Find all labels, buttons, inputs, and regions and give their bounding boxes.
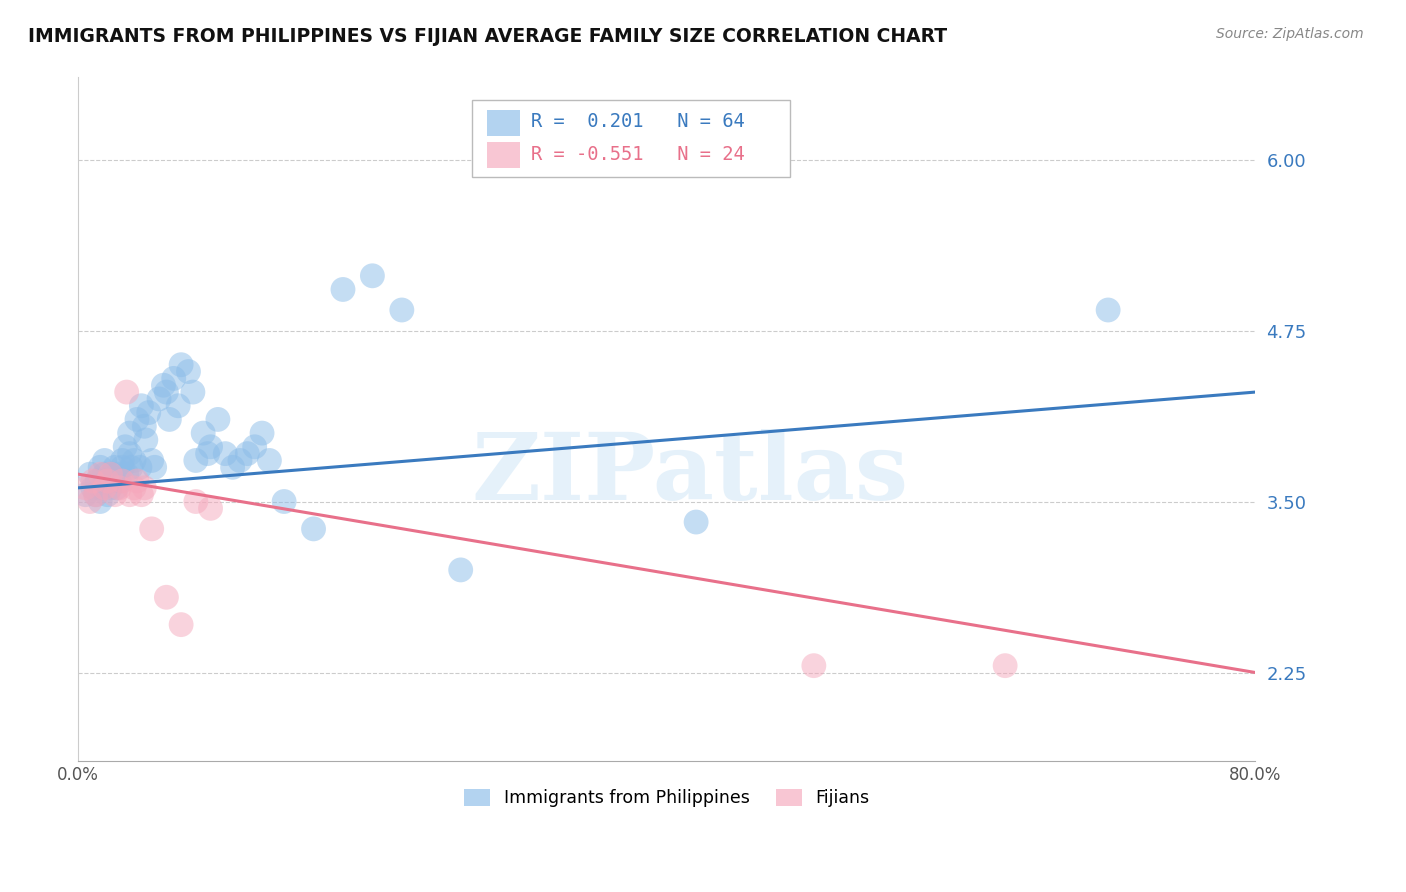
Point [197, 447, 219, 461]
Point [302, 522, 325, 536]
Point [450, 563, 472, 577]
Point [105, 481, 128, 495]
Point [114, 440, 136, 454]
Point [100, 481, 122, 495]
Text: IMMIGRANTS FROM PHILIPPINES VS FIJIAN AVERAGE FAMILY SIZE CORRELATION CHART: IMMIGRANTS FROM PHILIPPINES VS FIJIAN AV… [28, 27, 948, 45]
Point [84, 488, 107, 502]
Point [184, 453, 207, 467]
Point [250, 426, 273, 441]
Point [141, 522, 163, 536]
Point [193, 426, 215, 441]
Point [155, 591, 177, 605]
Point [170, 617, 193, 632]
Point [107, 467, 129, 482]
Point [259, 453, 281, 467]
Point [214, 447, 236, 461]
Point [75, 481, 97, 495]
Point [111, 474, 134, 488]
Point [184, 494, 207, 508]
Point [181, 385, 204, 400]
Text: R =  0.201   N = 64: R = 0.201 N = 64 [531, 112, 745, 131]
Text: Source: ZipAtlas.com: Source: ZipAtlas.com [1216, 27, 1364, 41]
Point [111, 453, 134, 467]
Point [273, 494, 295, 508]
FancyBboxPatch shape [472, 100, 790, 177]
Point [1097, 303, 1119, 318]
Point [82, 474, 104, 488]
Point [229, 453, 252, 467]
Point [332, 283, 354, 297]
Point [125, 412, 148, 426]
Point [994, 658, 1017, 673]
Point [131, 399, 153, 413]
Legend: Immigrants from Philippines, Fijians: Immigrants from Philippines, Fijians [457, 781, 876, 814]
Point [134, 419, 156, 434]
Point [115, 467, 138, 482]
Point [122, 481, 145, 495]
Point [138, 406, 160, 420]
Text: ZIPatlas: ZIPatlas [471, 429, 908, 519]
Bar [486, 110, 520, 136]
Point [122, 453, 145, 467]
Bar [486, 143, 520, 169]
Point [125, 474, 148, 488]
Text: R = -0.551   N = 24: R = -0.551 N = 24 [531, 145, 745, 164]
Point [361, 268, 384, 283]
Point [118, 447, 141, 461]
Point [108, 474, 131, 488]
Point [118, 426, 141, 441]
Point [115, 385, 138, 400]
Point [118, 488, 141, 502]
Point [163, 371, 186, 385]
Point [93, 453, 115, 467]
Point [90, 481, 112, 495]
Point [236, 447, 259, 461]
Point [108, 481, 131, 495]
Point [89, 467, 111, 482]
Point [157, 412, 180, 426]
Point [207, 412, 229, 426]
Point [685, 515, 707, 529]
Point [96, 474, 118, 488]
Point [104, 460, 127, 475]
Point [200, 440, 222, 454]
Point [96, 474, 118, 488]
Point [89, 494, 111, 508]
Point [93, 467, 115, 482]
Point [134, 481, 156, 495]
Point [82, 481, 104, 495]
Point [148, 392, 170, 406]
Point [75, 488, 97, 502]
Point [79, 467, 101, 482]
Point [141, 453, 163, 467]
Point [167, 399, 190, 413]
Point [111, 460, 134, 475]
Point [200, 501, 222, 516]
Point [100, 467, 122, 482]
Point [120, 460, 142, 475]
Point [79, 494, 101, 508]
Point [803, 658, 825, 673]
Point [96, 488, 118, 502]
Point [93, 481, 115, 495]
Point [89, 460, 111, 475]
Point [135, 433, 157, 447]
Point [131, 488, 153, 502]
Point [221, 460, 243, 475]
Point [177, 365, 200, 379]
Point [104, 488, 127, 502]
Point [152, 378, 174, 392]
Point [391, 303, 413, 318]
Point [243, 440, 266, 454]
Point [143, 460, 166, 475]
Point [170, 358, 193, 372]
Point [129, 460, 152, 475]
Point [101, 467, 124, 482]
Point [86, 474, 108, 488]
Point [155, 385, 177, 400]
Point [84, 488, 107, 502]
Point [103, 474, 125, 488]
